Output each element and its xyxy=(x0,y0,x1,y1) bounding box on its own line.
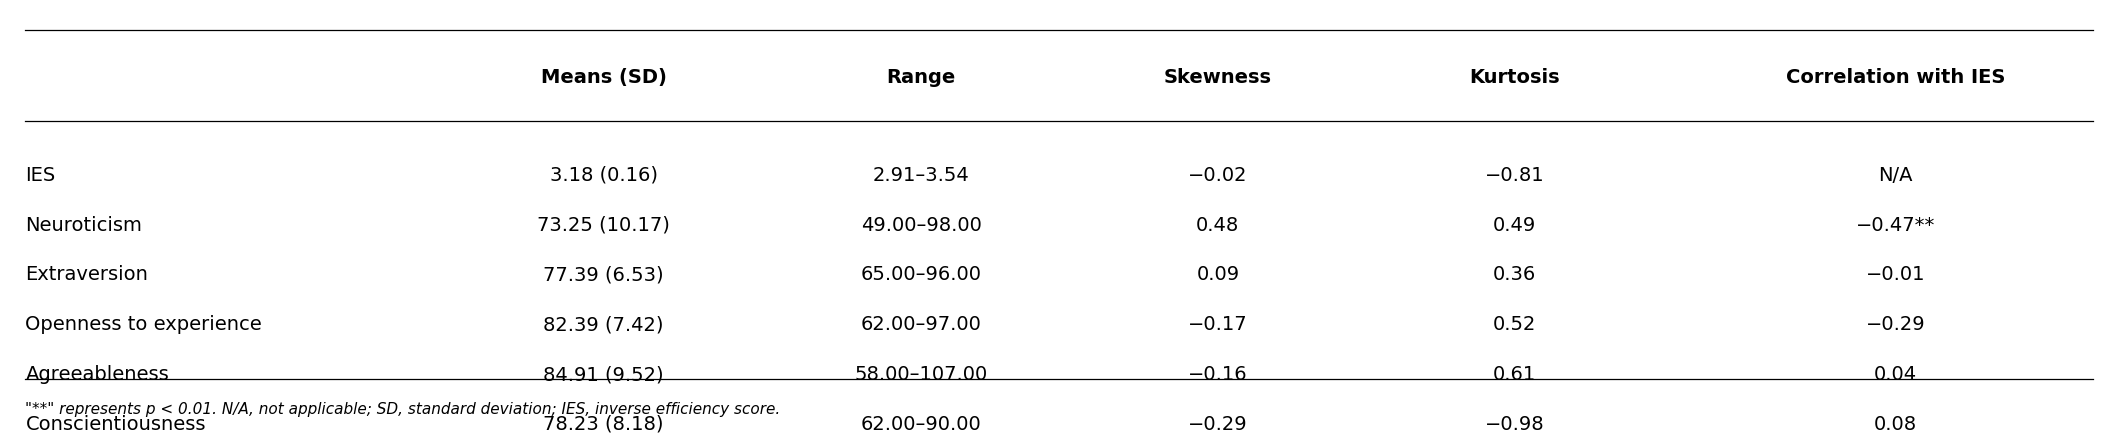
Text: −0.98: −0.98 xyxy=(1485,415,1544,433)
Text: Openness to experience: Openness to experience xyxy=(25,315,263,334)
Text: 0.09: 0.09 xyxy=(1197,265,1239,284)
Text: Neuroticism: Neuroticism xyxy=(25,216,142,235)
Text: IES: IES xyxy=(25,166,55,185)
Text: 84.91 (9.52): 84.91 (9.52) xyxy=(544,365,663,384)
Text: Kurtosis: Kurtosis xyxy=(1470,68,1559,87)
Text: 0.61: 0.61 xyxy=(1493,365,1536,384)
Text: −0.47**: −0.47** xyxy=(1855,216,1936,235)
Text: 77.39 (6.53): 77.39 (6.53) xyxy=(544,265,663,284)
Text: Range: Range xyxy=(887,68,955,87)
Text: 82.39 (7.42): 82.39 (7.42) xyxy=(544,315,663,334)
Text: 0.49: 0.49 xyxy=(1493,216,1536,235)
Text: 3.18 (0.16): 3.18 (0.16) xyxy=(551,166,657,185)
Text: 78.23 (8.18): 78.23 (8.18) xyxy=(544,415,663,433)
Text: 0.08: 0.08 xyxy=(1874,415,1917,433)
Text: 0.36: 0.36 xyxy=(1493,265,1536,284)
Text: "**" represents p < 0.01. N/A, not applicable; SD, standard deviation; IES, inve: "**" represents p < 0.01. N/A, not appli… xyxy=(25,402,782,417)
Text: 65.00–96.00: 65.00–96.00 xyxy=(860,265,983,284)
Text: Extraversion: Extraversion xyxy=(25,265,148,284)
Text: Agreeableness: Agreeableness xyxy=(25,365,169,384)
Text: 2.91–3.54: 2.91–3.54 xyxy=(873,166,970,185)
Text: Skewness: Skewness xyxy=(1165,68,1271,87)
Text: 62.00–97.00: 62.00–97.00 xyxy=(860,315,983,334)
Text: 0.48: 0.48 xyxy=(1197,216,1239,235)
Text: −0.29: −0.29 xyxy=(1188,415,1248,433)
Text: 49.00–98.00: 49.00–98.00 xyxy=(860,216,983,235)
Text: 73.25 (10.17): 73.25 (10.17) xyxy=(538,216,669,235)
Text: −0.29: −0.29 xyxy=(1866,315,1925,334)
Text: Means (SD): Means (SD) xyxy=(540,68,667,87)
Text: −0.81: −0.81 xyxy=(1485,166,1544,185)
Text: N/A: N/A xyxy=(1879,166,1913,185)
Text: 0.04: 0.04 xyxy=(1874,365,1917,384)
Text: 58.00–107.00: 58.00–107.00 xyxy=(856,365,987,384)
Text: Correlation with IES: Correlation with IES xyxy=(1785,68,2006,87)
Text: −0.01: −0.01 xyxy=(1866,265,1925,284)
Text: −0.16: −0.16 xyxy=(1188,365,1248,384)
Text: −0.02: −0.02 xyxy=(1188,166,1248,185)
Text: Conscientiousness: Conscientiousness xyxy=(25,415,205,433)
Text: 0.52: 0.52 xyxy=(1493,315,1536,334)
Text: −0.17: −0.17 xyxy=(1188,315,1248,334)
Text: 62.00–90.00: 62.00–90.00 xyxy=(860,415,983,433)
